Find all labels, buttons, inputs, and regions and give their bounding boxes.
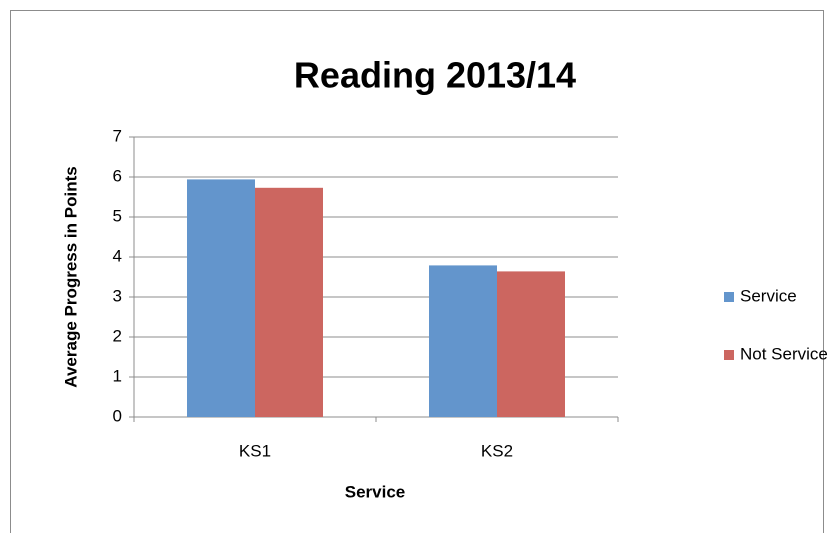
y-tick-label: 0 <box>113 406 122 425</box>
chart-title: Reading 2013/14 <box>294 55 576 96</box>
bar <box>187 179 255 417</box>
y-tick-label: 2 <box>113 326 122 345</box>
legend-swatch <box>724 292 734 302</box>
y-axis-label: Average Progress in Points <box>61 166 80 387</box>
bar <box>497 271 565 417</box>
legend-label: Service <box>740 286 797 305</box>
x-axis-label: Service <box>345 482 406 501</box>
bar <box>429 265 497 417</box>
x-tick-label: KS1 <box>239 441 271 460</box>
y-tick-label: 1 <box>113 366 122 385</box>
bar <box>255 187 323 417</box>
y-tick-label: 7 <box>113 126 122 145</box>
legend-swatch <box>724 350 734 360</box>
chart-frame <box>10 10 824 533</box>
y-tick-label: 4 <box>113 246 122 265</box>
y-tick-label: 6 <box>113 166 122 185</box>
legend-label: Not Service <box>740 344 828 363</box>
x-tick-label: KS2 <box>481 441 513 460</box>
y-tick-label: 5 <box>113 206 122 225</box>
y-tick-label: 3 <box>113 286 122 305</box>
